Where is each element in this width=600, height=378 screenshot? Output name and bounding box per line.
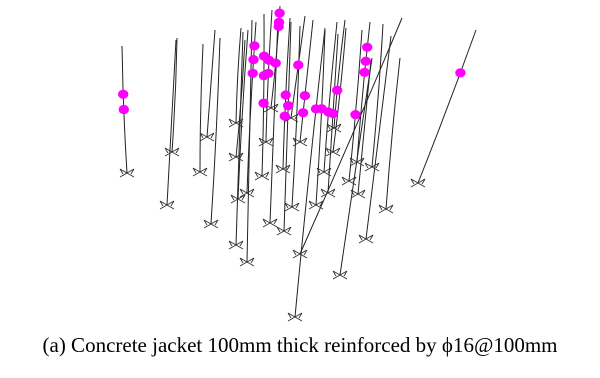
plastic-hinge (249, 41, 260, 51)
support-marker (364, 162, 380, 172)
support-marker (159, 200, 175, 210)
plastic-hinge (350, 110, 361, 120)
plastic-hinge (359, 67, 370, 77)
support-marker (308, 200, 324, 210)
plastic-hinge (455, 68, 466, 78)
support-marker (332, 270, 348, 280)
support-marker (254, 171, 270, 181)
support-marker (275, 164, 291, 174)
column-line (323, 21, 338, 173)
support-marker (119, 168, 135, 178)
plastic-hinge (297, 108, 309, 118)
column-line (299, 19, 314, 143)
support-marker (230, 194, 246, 204)
column-line (166, 39, 177, 206)
column-line (294, 27, 326, 318)
support-marker (320, 188, 336, 198)
column-line (235, 31, 244, 246)
support-marker (341, 176, 357, 186)
support-marker (316, 167, 332, 177)
column-line (261, 13, 265, 177)
plastic-hinge (293, 60, 304, 70)
column-line (210, 37, 221, 225)
plastic-hinge (283, 101, 294, 111)
support-marker (358, 234, 374, 244)
column-line (171, 37, 178, 153)
support-marker (239, 257, 255, 267)
support-marker (228, 240, 244, 250)
column-line (339, 57, 373, 276)
support-marker (292, 249, 308, 259)
column-line (237, 29, 249, 200)
column-line (199, 43, 204, 173)
support-marker (263, 103, 279, 113)
support-marker (410, 178, 426, 188)
column-line (315, 29, 326, 206)
column-line (235, 27, 242, 124)
support-marker (350, 189, 366, 199)
plastic-hinge (118, 89, 129, 99)
column-line (235, 39, 246, 158)
column-line (299, 17, 403, 255)
support-marker (228, 118, 244, 128)
column-line (371, 23, 384, 168)
support-marker (203, 219, 219, 229)
columns-layer (121, 5, 477, 318)
plastic-hinge (316, 104, 327, 114)
support-marker (239, 188, 255, 198)
column-line (348, 29, 363, 182)
support-marker (192, 167, 208, 177)
plastic-hinge (299, 91, 311, 101)
support-marker (199, 132, 215, 142)
support-marker (262, 218, 278, 228)
column-line (357, 59, 372, 195)
figure-caption: (a) Concrete jacket 100mm thick reinforc… (42, 333, 558, 357)
support-marker (326, 123, 342, 133)
support-marker (378, 204, 394, 214)
support-marker (228, 152, 244, 162)
plastic-hinge (248, 55, 259, 65)
column-line (385, 57, 401, 210)
plastic-hinge (263, 68, 274, 78)
supports-layer (119, 103, 426, 322)
plastic-hinge (274, 8, 285, 18)
hinges-layer (118, 8, 466, 121)
support-marker (258, 137, 274, 147)
support-marker (287, 312, 303, 322)
plastic-hinge (279, 111, 290, 121)
support-marker (349, 157, 365, 167)
plastic-hinge (332, 85, 343, 95)
plastic-hinge (280, 90, 291, 100)
plastic-hinge (118, 104, 129, 115)
column-line (417, 29, 477, 184)
plastic-hinge (362, 42, 373, 52)
support-marker (276, 226, 292, 236)
support-marker (164, 147, 180, 157)
column-line (283, 21, 292, 232)
column-line (206, 29, 216, 138)
plastic-hinge (360, 56, 371, 66)
support-marker (284, 202, 300, 212)
support-marker (292, 137, 308, 147)
support-marker (325, 147, 341, 157)
column-line (356, 21, 371, 163)
plastic-hinge (247, 68, 258, 78)
column-line (365, 35, 392, 240)
plastic-hinge (263, 55, 275, 65)
plastic-hinge (273, 21, 284, 31)
plastic-hinge (258, 98, 269, 108)
support-marker (283, 113, 299, 123)
